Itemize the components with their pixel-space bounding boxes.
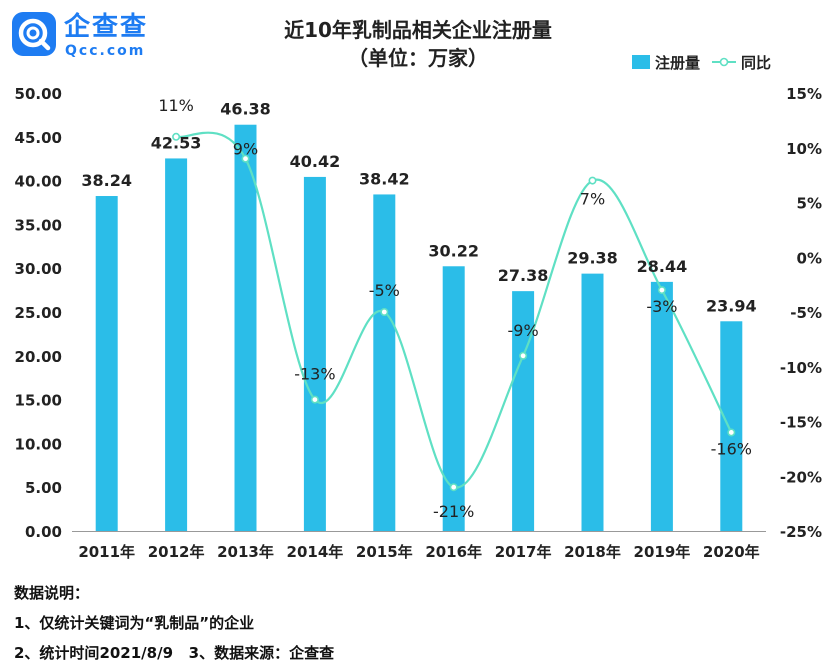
y-right-tick-label: 5% [797, 195, 822, 213]
bar [95, 196, 118, 532]
y-left-tick-label: 25.00 [15, 304, 62, 322]
yoy-value-label: -9% [508, 321, 539, 340]
yoy-value-label: -21% [433, 502, 474, 521]
legend-line-marker [719, 57, 729, 67]
x-tick-label: 2017年 [495, 543, 552, 561]
data-notes: 数据说明： 1、仅统计关键词为“乳制品”的企业 2、统计时间2021/8/9 3… [14, 578, 334, 668]
y-left-tick-label: 20.00 [15, 348, 62, 366]
legend-bar-swatch [632, 55, 650, 69]
x-tick-label: 2020年 [703, 543, 760, 561]
x-tick-label: 2014年 [287, 543, 344, 561]
bar-value-label: 38.24 [81, 171, 132, 190]
notes-line-2: 2、统计时间2021/8/9 3、数据来源：企查查 [14, 644, 335, 662]
yoy-point [657, 286, 666, 295]
chart-subtitle: （单位：万家） [348, 46, 488, 70]
y-left-tick-label: 35.00 [15, 216, 62, 234]
bar-value-label: 42.53 [151, 133, 202, 152]
yoy-value-label: 7% [580, 190, 605, 209]
yoy-point [310, 395, 319, 404]
bar [581, 273, 604, 531]
legend-bar-label: 注册量 [655, 54, 700, 72]
yoy-value-label: 11% [158, 96, 194, 115]
y-left-tick-label: 50.00 [15, 85, 62, 103]
y-left-tick-label: 0.00 [25, 523, 62, 541]
logo-chinese-name: 企查查 [64, 12, 149, 42]
y-left-tick-label: 15.00 [15, 392, 62, 410]
yoy-value-label: -16% [711, 439, 752, 458]
y-left-tick-label: 45.00 [15, 129, 62, 147]
bar-value-label: 38.42 [359, 169, 410, 188]
bar-value-label: 30.22 [428, 241, 479, 260]
y-left-tick-label: 10.00 [15, 435, 62, 453]
bar [720, 321, 743, 531]
x-tick-label: 2015年 [356, 543, 413, 561]
y-right-tick-label: 0% [797, 249, 822, 267]
y-right-tick-label: -5% [790, 304, 822, 322]
yoy-value-label: -13% [294, 365, 335, 384]
notes-heading: 数据说明： [14, 584, 90, 602]
bar [512, 291, 535, 531]
y-right-tick-label: -25% [780, 523, 822, 541]
y-right-tick-label: -10% [780, 359, 822, 377]
x-tick-label: 2012年 [148, 543, 205, 561]
yoy-point [241, 154, 250, 163]
bar [373, 194, 396, 531]
bar-value-label: 27.38 [498, 266, 549, 285]
yoy-value-label: 9% [233, 140, 258, 159]
bar-value-label: 28.44 [637, 257, 688, 276]
yoy-point [449, 483, 458, 492]
logo-english-name: Qcc.com [65, 43, 146, 59]
yoy-value-label: -5% [369, 281, 400, 300]
bar [234, 124, 257, 532]
bar [650, 281, 673, 531]
y-left-tick-label: 5.00 [25, 479, 62, 497]
x-tick-label: 2011年 [78, 543, 135, 561]
bar-value-label: 46.38 [220, 100, 271, 119]
bar [165, 158, 188, 531]
x-tick-label: 2016年 [425, 543, 482, 561]
x-tick-label: 2013年 [217, 543, 274, 561]
yoy-point [380, 307, 389, 316]
y-right-tick-label: -20% [780, 468, 822, 486]
x-tick-label: 2018年 [564, 543, 621, 561]
y-left-tick-label: 40.00 [15, 173, 62, 191]
bar [442, 266, 465, 531]
yoy-point [172, 132, 181, 141]
bar-value-label: 23.94 [706, 296, 757, 315]
x-tick-label: 2019年 [634, 543, 691, 561]
y-left-tick-label: 30.00 [15, 260, 62, 278]
chart-title: 近10年乳制品相关企业注册量 [284, 18, 552, 42]
combo-chart: 0.00 5.00 10.00 15.00 20.00 25.00 30.00 35.00 40… [15, 54, 822, 561]
y-right-tick-label: -15% [780, 414, 822, 432]
qcc-logo: 企查查 Qcc.com [12, 12, 172, 68]
legend-line-label: 同比 [741, 54, 771, 72]
yoy-point [588, 176, 597, 185]
yoy-point [727, 428, 736, 437]
bar-value-label: 29.38 [567, 249, 618, 268]
y-right-tick-label: 15% [786, 85, 822, 103]
bar [303, 176, 326, 531]
notes-line-1: 1、仅统计关键词为“乳制品”的企业 [14, 614, 255, 632]
qcc-logo-icon [12, 12, 56, 56]
y-right-tick-label: 10% [786, 140, 822, 158]
yoy-point [519, 351, 528, 360]
bar-value-label: 40.42 [290, 152, 341, 171]
yoy-value-label: -3% [646, 297, 677, 316]
